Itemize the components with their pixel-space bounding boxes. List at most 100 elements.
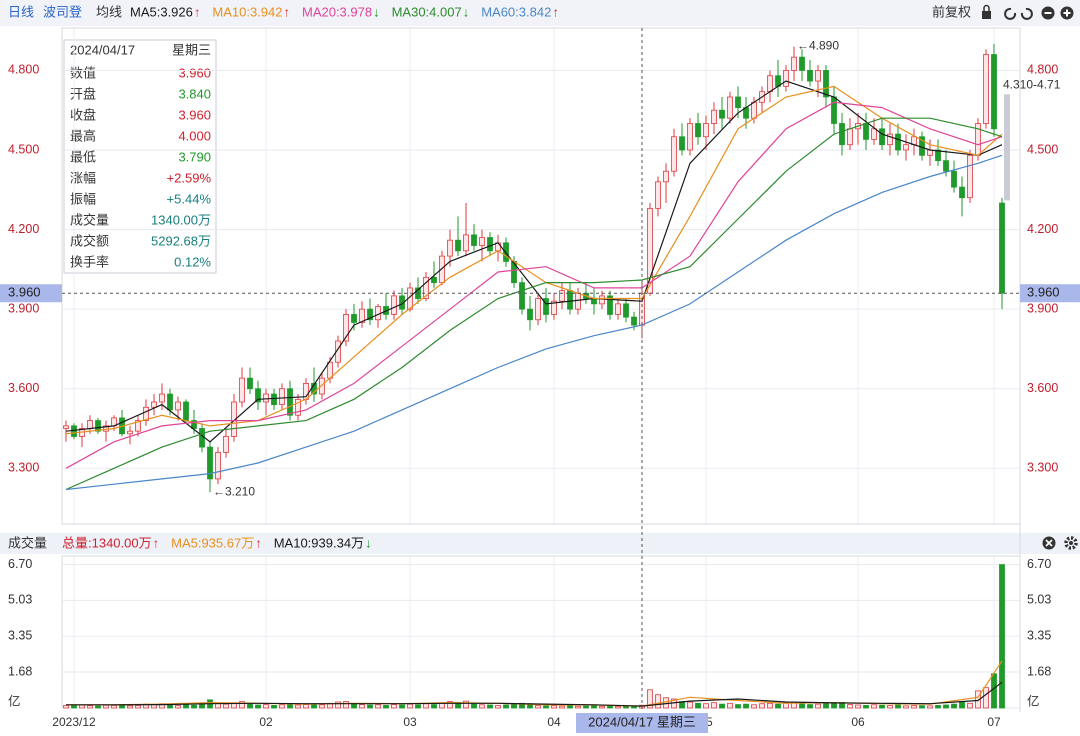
info-name: 涨幅	[70, 170, 96, 185]
info-name: 最低	[70, 149, 96, 164]
volume-bar	[415, 704, 421, 709]
volume-bar	[583, 705, 589, 709]
x-tick-label: 06	[851, 715, 865, 729]
ma-legend: MA10:3.942	[212, 4, 282, 19]
candle-body	[719, 109, 725, 119]
volume-bar	[959, 701, 965, 709]
volume-bar	[575, 705, 581, 709]
candle-body	[335, 340, 341, 363]
info-value: 3.790	[178, 149, 211, 164]
candle-body	[935, 149, 941, 162]
volume-bar	[615, 706, 621, 709]
volume-bar	[471, 703, 477, 709]
volume-bar	[919, 705, 925, 709]
volume-bar	[735, 704, 741, 709]
volume-bar	[911, 705, 917, 709]
adjust-mode[interactable]: 前复权	[932, 4, 971, 19]
y2-tick-label: 3.600	[1027, 381, 1058, 395]
volume-bar	[191, 704, 197, 709]
volume-bar	[951, 703, 957, 709]
candle-body	[671, 136, 677, 172]
volume-bar	[759, 703, 765, 709]
candle-body	[239, 377, 245, 403]
volume-bar	[815, 703, 821, 709]
info-value: 4.000	[178, 128, 211, 143]
volume-header-bg	[0, 533, 1080, 554]
volume-bar	[135, 705, 141, 709]
candle-body	[279, 388, 285, 406]
info-value: 3.840	[178, 86, 211, 101]
info-value: 0.12%	[174, 254, 211, 269]
ma-trend-arrow: ↑	[194, 4, 201, 19]
info-value: 3.960	[178, 65, 211, 80]
volume-bar	[551, 705, 557, 709]
volume-bar	[879, 704, 885, 709]
candle-body	[903, 144, 909, 151]
candle-body	[351, 314, 357, 323]
candle-body	[391, 295, 397, 315]
volume-total-arrow: ↑	[153, 535, 160, 550]
y2-tick-label: 3.900	[1027, 301, 1058, 315]
volume-panel	[61, 555, 1021, 709]
volume-bar	[319, 704, 325, 709]
info-weekday: 星期三	[172, 42, 211, 57]
volume-ma-legend: MA5:935.67万	[171, 535, 254, 550]
candle-body	[791, 56, 797, 71]
zoom-in-icon[interactable]	[1060, 6, 1074, 20]
y2-tick-label: 亿	[1027, 693, 1040, 708]
info-name: 数值	[70, 65, 96, 80]
volume-bar	[279, 704, 285, 709]
candle-body	[727, 96, 733, 119]
candle-body	[943, 160, 949, 172]
volume-bar	[175, 705, 181, 709]
zoom-out-icon[interactable]	[1041, 6, 1055, 20]
volume-bar	[775, 703, 781, 709]
candle-body	[703, 123, 709, 138]
ma-label[interactable]: 均线	[96, 4, 122, 19]
undo-icon[interactable]	[1004, 7, 1017, 20]
lock-icon[interactable]	[982, 4, 991, 20]
close-icon[interactable]	[1042, 536, 1056, 550]
info-date: 2024/04/17	[70, 42, 135, 57]
y2-tick-label: 4.800	[1027, 63, 1058, 77]
candle-body	[999, 202, 1005, 294]
candle-body	[431, 276, 437, 284]
candle-body	[695, 123, 701, 138]
candle-body	[807, 70, 813, 82]
candle-body	[327, 361, 333, 379]
ma-legend: MA60:3.842	[481, 4, 551, 19]
volume-bar	[247, 703, 253, 709]
volume-bar	[807, 704, 813, 709]
candle-body	[63, 425, 69, 429]
volume-icons	[1042, 536, 1078, 550]
volume-bar	[183, 704, 189, 709]
redo-icon[interactable]	[1020, 7, 1033, 20]
candle-body	[951, 170, 957, 188]
y-tick-label: 亿	[8, 693, 21, 708]
candle-body	[527, 308, 533, 321]
volume-bar	[647, 689, 653, 709]
candle-body	[559, 290, 565, 302]
volume-bar	[927, 705, 933, 709]
stock-name[interactable]: 波司登	[43, 4, 82, 19]
volume-bar	[367, 704, 373, 709]
volume-bar	[423, 703, 429, 709]
candle-body	[895, 133, 901, 151]
volume-bar	[263, 704, 269, 709]
candle-body	[359, 308, 365, 323]
period[interactable]: 日线	[8, 4, 34, 19]
settings-icon[interactable]	[1064, 536, 1078, 550]
candle-body	[255, 388, 261, 403]
candle-body	[879, 128, 885, 146]
volume-bar	[295, 704, 301, 709]
volume-bar	[719, 703, 725, 709]
volume-bar	[599, 705, 605, 709]
volume-bar	[351, 703, 357, 709]
ma-trend-arrow: ↑	[283, 4, 290, 19]
candle-body	[175, 401, 181, 411]
volume-bar	[895, 704, 901, 709]
volume-bar	[743, 703, 749, 709]
candle-body	[447, 239, 453, 257]
ma-legend: MA20:3.978	[302, 4, 372, 19]
volume-bar	[487, 704, 493, 709]
